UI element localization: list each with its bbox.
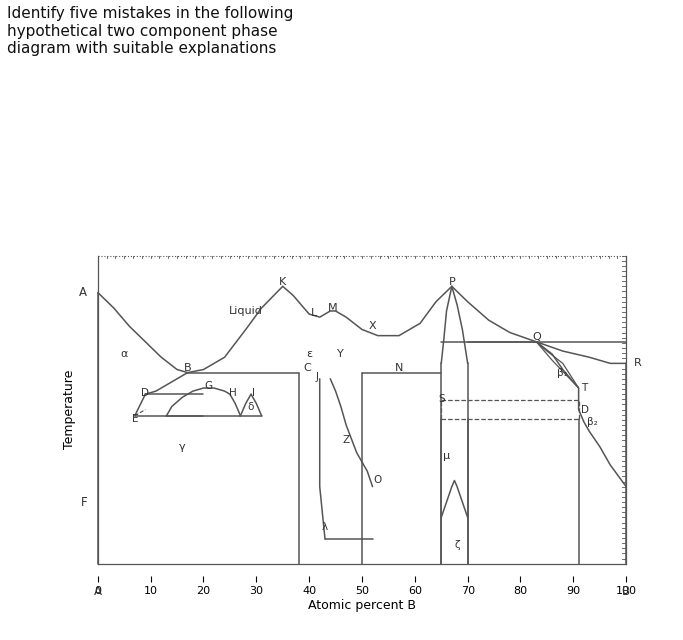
Text: D: D [581, 404, 589, 415]
Text: T: T [581, 383, 587, 393]
Text: L: L [311, 308, 318, 317]
Text: A: A [94, 585, 102, 598]
Text: O: O [374, 476, 382, 486]
Text: J: J [316, 372, 318, 382]
Text: γ: γ [179, 442, 186, 452]
Text: β₁: β₁ [557, 367, 568, 378]
Text: R: R [634, 358, 642, 369]
Text: μ: μ [443, 451, 450, 461]
Text: Liquid: Liquid [229, 306, 263, 316]
Text: Identify five mistakes in the following
hypothetical two component phase
diagram: Identify five mistakes in the following … [7, 6, 293, 56]
Text: Z: Z [343, 435, 350, 445]
Text: B: B [184, 363, 191, 373]
Text: M: M [328, 303, 337, 313]
Text: S: S [438, 394, 445, 404]
Text: α: α [120, 349, 128, 359]
Text: E: E [132, 414, 138, 424]
Text: B: B [622, 585, 630, 598]
Text: G: G [205, 381, 213, 392]
Text: X: X [369, 321, 376, 332]
Text: β₂: β₂ [587, 417, 598, 427]
Text: F: F [81, 495, 87, 509]
Text: I: I [252, 388, 255, 397]
Text: K: K [279, 276, 286, 287]
Text: λ: λ [322, 522, 328, 532]
Text: δ: δ [248, 401, 254, 412]
Text: ε: ε [306, 349, 312, 359]
Text: D: D [141, 388, 150, 397]
Text: H: H [229, 388, 236, 397]
X-axis label: Atomic percent B: Atomic percent B [308, 599, 416, 612]
Text: ζ: ζ [454, 540, 460, 550]
Text: Q: Q [532, 332, 541, 342]
Text: Y: Y [337, 349, 344, 359]
Y-axis label: Temperature: Temperature [64, 370, 76, 449]
Text: N: N [395, 363, 403, 373]
Text: P: P [449, 276, 455, 287]
Text: A: A [79, 286, 87, 299]
Text: C: C [304, 363, 311, 373]
